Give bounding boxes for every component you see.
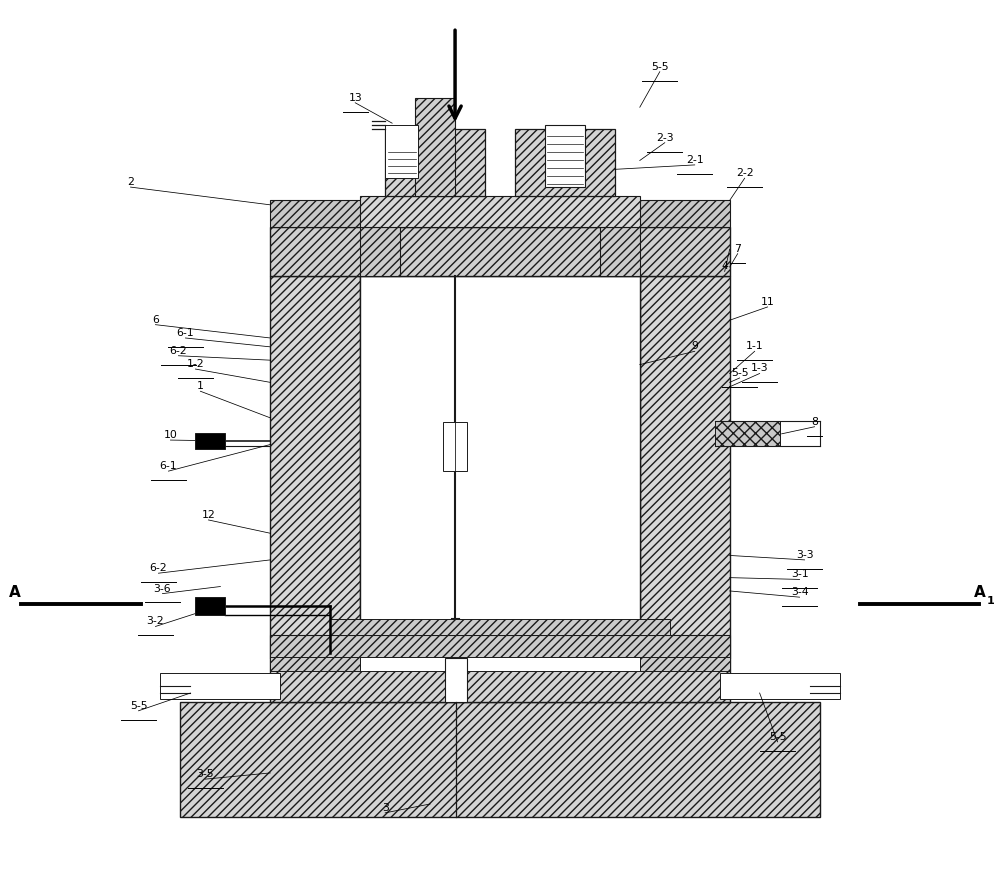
Bar [515, 130, 615, 196]
Bar [360, 227, 400, 276]
Text: 3-6: 3-6 [154, 583, 171, 594]
Text: 6-2: 6-2 [150, 564, 167, 573]
Bar [750, 676, 810, 698]
Text: 2: 2 [127, 177, 134, 187]
Bar [545, 125, 585, 187]
Text: 12: 12 [202, 510, 215, 520]
Text: 6-1: 6-1 [160, 461, 177, 471]
Text: 1-2: 1-2 [187, 359, 204, 369]
Bar [360, 657, 640, 671]
Text: 6-1: 6-1 [177, 328, 194, 338]
Text: 6-2: 6-2 [170, 346, 187, 356]
Bar [195, 597, 225, 615]
Text: 7: 7 [734, 244, 741, 253]
Text: A: A [974, 585, 986, 600]
Text: 2-1: 2-1 [686, 155, 704, 164]
Bar [270, 657, 360, 671]
Bar [415, 99, 455, 196]
Text: 1-3: 1-3 [751, 364, 768, 373]
Bar [640, 657, 730, 671]
Text: 3-4: 3-4 [791, 587, 808, 597]
Text: 5-5: 5-5 [769, 732, 786, 741]
Bar [180, 702, 820, 817]
Bar [190, 676, 250, 698]
Text: 13: 13 [348, 92, 362, 103]
Bar [160, 673, 280, 700]
Text: 3-3: 3-3 [796, 550, 813, 560]
Text: 5-5: 5-5 [731, 368, 748, 378]
Text: 2-3: 2-3 [656, 132, 674, 143]
Text: 3: 3 [382, 803, 389, 813]
Text: 5-5: 5-5 [130, 701, 147, 711]
Bar [600, 227, 640, 276]
Bar [270, 658, 730, 702]
Bar [195, 433, 225, 449]
Text: 1: 1 [986, 596, 994, 606]
Text: 10: 10 [164, 430, 177, 440]
Bar [270, 636, 730, 658]
Bar [720, 673, 840, 700]
Text: 9: 9 [691, 341, 698, 351]
Text: 5-5: 5-5 [651, 61, 669, 72]
Text: 1-1: 1-1 [746, 341, 763, 351]
Bar [385, 130, 485, 196]
Bar [360, 276, 640, 658]
Text: 3-2: 3-2 [147, 616, 164, 627]
Bar [385, 125, 418, 178]
Text: 4: 4 [721, 261, 728, 271]
Text: 2-2: 2-2 [736, 168, 753, 178]
Bar [360, 196, 640, 227]
Text: 1: 1 [197, 381, 204, 391]
Text: 6: 6 [152, 315, 159, 324]
Bar [715, 421, 780, 446]
Text: 3-5: 3-5 [197, 769, 214, 779]
Bar [270, 227, 730, 276]
Bar [640, 276, 730, 658]
Text: 3-1: 3-1 [791, 570, 808, 580]
Text: A: A [9, 585, 20, 600]
Bar [443, 422, 467, 471]
Bar [330, 620, 670, 636]
Bar [270, 276, 360, 658]
Bar [270, 200, 730, 227]
Bar [445, 658, 467, 702]
Text: 11: 11 [761, 297, 775, 307]
Text: 8: 8 [811, 417, 818, 427]
